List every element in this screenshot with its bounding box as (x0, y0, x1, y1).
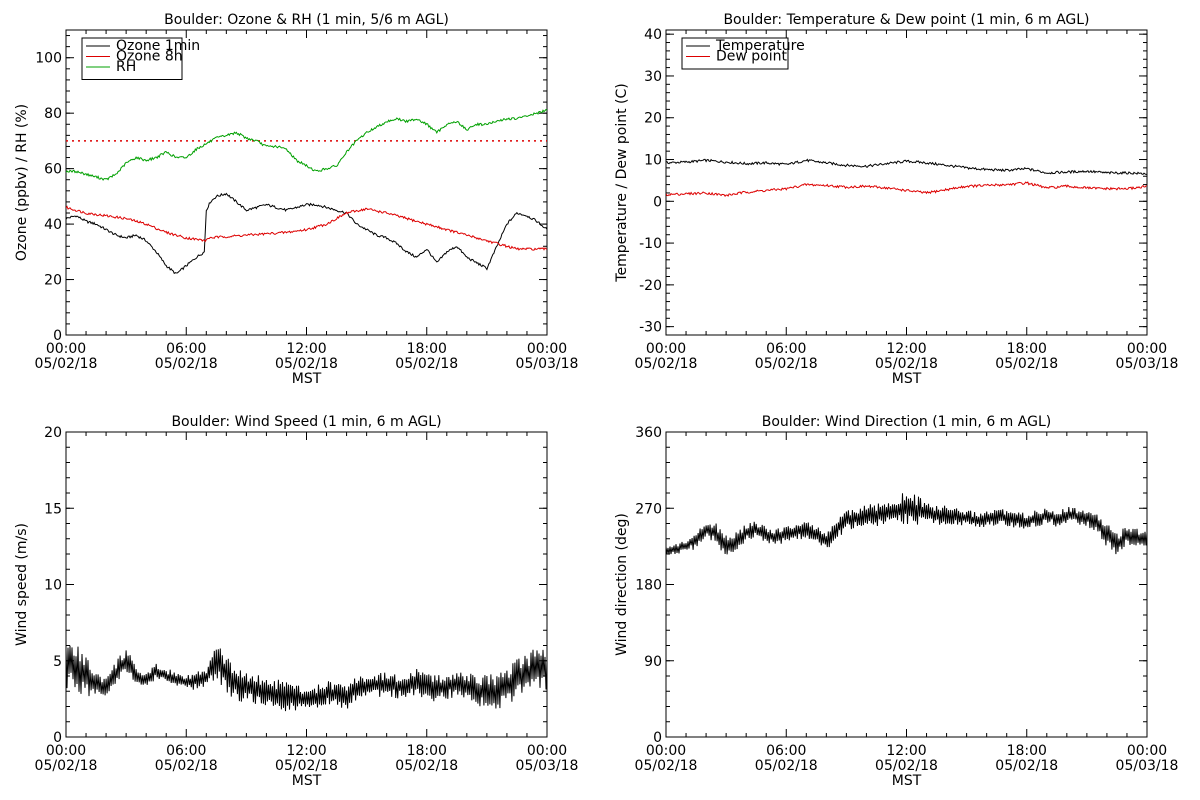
x-tick-label-date: 05/03/18 (1116, 356, 1179, 372)
y-tick-label: 0 (53, 328, 62, 344)
y-tick-label: 270 (635, 501, 662, 517)
plot-frame (665, 431, 1148, 738)
chart-title: Boulder: Ozone & RH (1 min, 5/6 m AGL) (164, 12, 449, 28)
y-tick-label: 0 (53, 730, 62, 746)
x-tick-label-time: 00:00 (646, 341, 686, 357)
chart-title: Boulder: Wind Direction (1 min, 6 m AGL) (762, 414, 1051, 430)
chart-panel-1: Boulder: Ozone & RH (1 min, 5/6 m AGL) 0 2… (14, 12, 578, 387)
x-tick-label-date: 05/02/18 (35, 758, 98, 774)
x-tick-label-time: 18:00 (1007, 341, 1047, 357)
x-tick-label-date: 05/02/18 (635, 758, 698, 774)
legend-label: Dew point (716, 49, 788, 65)
x-tick-label-date: 05/02/18 (875, 758, 938, 774)
plot-frame (65, 431, 548, 738)
chart-panel-2: Boulder: Temperature & Dew point (1 min,… (614, 12, 1178, 387)
chart-title: Boulder: Temperature & Dew point (1 min,… (723, 12, 1089, 28)
y-tick-label: 0 (653, 730, 662, 746)
series-line-data (666, 493, 1147, 555)
y-tick-label: 20 (644, 111, 662, 127)
x-tick-label-date: 05/02/18 (395, 758, 458, 774)
x-axis-label: MST (292, 773, 322, 789)
y-tick-label: 10 (44, 578, 62, 594)
y-tick-label: 15 (44, 501, 62, 517)
x-tick-label-time: 00:00 (646, 743, 686, 759)
series-line-data (66, 645, 547, 712)
x-tick-label-date: 05/02/18 (875, 356, 938, 372)
x-tick-label-date: 05/02/18 (395, 356, 458, 372)
x-tick-label-date: 05/03/18 (516, 356, 579, 372)
x-tick-label-time: 06:00 (766, 743, 806, 759)
y-tick-label: 100 (35, 51, 62, 67)
x-tick-label-time: 18:00 (1007, 743, 1047, 759)
x-tick-label-time: 00:00 (527, 341, 567, 357)
y-tick-label: -10 (639, 236, 662, 252)
y-tick-label: 20 (44, 425, 62, 441)
y-axis-label: Temperature / Dew point (C) (614, 83, 630, 282)
x-tick-label-time: 12:00 (286, 341, 326, 357)
y-tick-label: 180 (635, 578, 662, 594)
x-axis-label: MST (892, 773, 922, 789)
y-tick-label: 60 (44, 162, 62, 178)
x-tick-label-time: 06:00 (166, 743, 206, 759)
x-tick-label-time: 18:00 (407, 341, 447, 357)
y-axis-label: Ozone (ppbv) / RH (%) (14, 104, 30, 261)
y-tick-label: 40 (44, 217, 62, 233)
y-tick-label: 360 (635, 425, 662, 441)
y-axis-label: Wind speed (m/s) (14, 523, 30, 646)
legend-box (81, 37, 183, 80)
x-tick-label-time: 18:00 (407, 743, 447, 759)
x-tick-label-time: 06:00 (766, 341, 806, 357)
plot-frame (665, 29, 1148, 336)
y-tick-label: 10 (644, 153, 662, 169)
y-axis-label: Wind direction (deg) (614, 513, 630, 656)
x-tick-label-date: 05/03/18 (1116, 758, 1179, 774)
x-tick-label-date: 05/02/18 (755, 758, 818, 774)
series-line-temperature (666, 158, 1147, 175)
x-tick-label-date: 05/02/18 (995, 758, 1058, 774)
x-tick-label-time: 00:00 (1127, 341, 1167, 357)
x-tick-label-date: 05/02/18 (155, 758, 218, 774)
x-axis-label: MST (892, 371, 922, 387)
x-tick-label-time: 12:00 (886, 743, 926, 759)
x-tick-label-time: 06:00 (166, 341, 206, 357)
y-tick-label: -20 (639, 278, 662, 294)
x-tick-label-date: 05/02/18 (755, 356, 818, 372)
x-tick-label-time: 00:00 (46, 743, 86, 759)
y-tick-label: 20 (44, 273, 62, 289)
x-tick-label-time: 00:00 (527, 743, 567, 759)
x-tick-label-time: 00:00 (1127, 743, 1167, 759)
y-tick-label: -30 (639, 320, 662, 336)
series-line-ozone-1min (66, 192, 547, 275)
chart-panel-3: Boulder: Wind Speed (1 min, 6 m AGL) 0 5 10… (14, 414, 578, 789)
chart-panel-4: Boulder: Wind Direction (1 min, 6 m AGL)… (614, 414, 1178, 789)
y-tick-label: 0 (653, 194, 662, 210)
legend-label: Ozone 8h (116, 49, 183, 65)
legend-label: RH (116, 59, 136, 75)
legend-label: Temperature (715, 38, 805, 54)
y-tick-label: 90 (644, 654, 662, 670)
x-axis-label: MST (292, 371, 322, 387)
x-tick-label-time: 00:00 (46, 341, 86, 357)
series-line-rh (66, 108, 547, 181)
x-tick-label-date: 05/02/18 (635, 356, 698, 372)
y-tick-label: 30 (644, 69, 662, 85)
series-line-ozone-8h (66, 205, 547, 251)
x-tick-label-date: 05/02/18 (275, 758, 338, 774)
x-tick-label-date: 05/02/18 (35, 356, 98, 372)
x-tick-label-date: 05/02/18 (155, 356, 218, 372)
chart-title: Boulder: Wind Speed (1 min, 6 m AGL) (171, 414, 441, 430)
x-tick-label-date: 05/03/18 (516, 758, 579, 774)
y-tick-label: 80 (44, 106, 62, 122)
legend-label: Ozone 1min (116, 38, 200, 54)
x-tick-label-time: 12:00 (286, 743, 326, 759)
x-tick-label-date: 05/02/18 (275, 356, 338, 372)
y-tick-label: 5 (53, 654, 62, 670)
legend-box (681, 37, 789, 70)
y-tick-label: 40 (644, 27, 662, 43)
x-tick-label-date: 05/02/18 (995, 356, 1058, 372)
x-tick-label-time: 12:00 (886, 341, 926, 357)
series-line-dew-point (666, 181, 1147, 198)
